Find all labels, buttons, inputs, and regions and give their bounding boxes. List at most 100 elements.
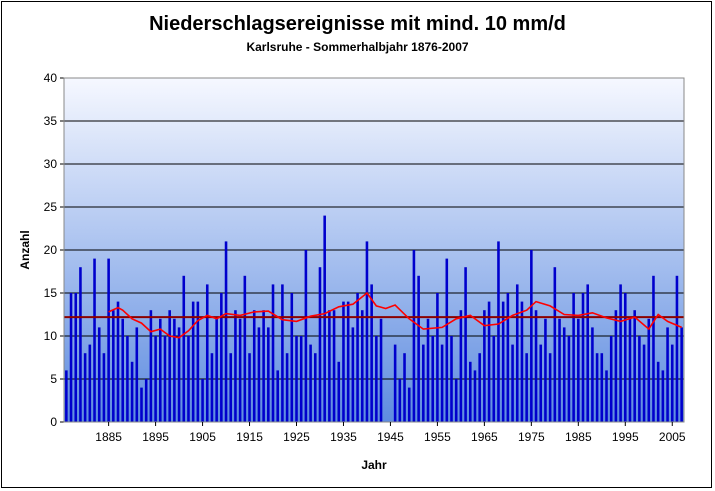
y-tick-label: 25 (44, 200, 58, 214)
bar (675, 275, 679, 422)
bar (173, 318, 176, 422)
bar (534, 310, 538, 422)
bar (450, 336, 453, 422)
bar (276, 370, 279, 422)
bar (285, 353, 289, 422)
bar (459, 310, 463, 422)
bar (600, 353, 604, 422)
bar (93, 258, 96, 422)
bar (605, 370, 608, 422)
bar (215, 318, 218, 422)
bar (69, 293, 73, 422)
bar (431, 336, 434, 422)
x-tick-label: 1895 (142, 430, 169, 444)
bar (506, 293, 510, 422)
bar (501, 301, 505, 422)
bar (393, 344, 397, 422)
y-tick-label: 10 (44, 329, 58, 343)
bar (647, 318, 651, 422)
bar (79, 267, 82, 422)
bar (140, 387, 143, 422)
bar (497, 241, 500, 422)
bar (544, 318, 547, 422)
x-tick-label: 1945 (377, 430, 404, 444)
bar (473, 370, 477, 422)
bar (642, 344, 646, 422)
plot-border (63, 77, 685, 423)
bar (417, 275, 420, 422)
bar (628, 318, 632, 422)
bar (290, 293, 294, 422)
bar (229, 353, 233, 422)
bar (83, 353, 87, 422)
bar (619, 284, 622, 422)
bar (624, 293, 627, 422)
x-tick-label: 2005 (659, 430, 686, 444)
bar (375, 336, 378, 422)
bar (365, 241, 369, 422)
bar (656, 361, 660, 422)
bar (210, 353, 214, 422)
bar (525, 353, 528, 422)
x-tick-label: 1915 (236, 430, 263, 444)
bar (135, 327, 139, 422)
bar (102, 353, 106, 422)
bar (436, 293, 439, 422)
bar (337, 361, 341, 422)
bar (314, 353, 317, 422)
bar (680, 327, 683, 422)
bar (487, 301, 491, 422)
bar (177, 327, 181, 422)
bar (299, 336, 303, 422)
bar (304, 250, 308, 422)
bar (130, 361, 134, 422)
bar (426, 318, 430, 422)
y-tick-label: 40 (44, 71, 58, 85)
bar (553, 267, 557, 422)
bar (112, 310, 115, 422)
bar (633, 310, 636, 422)
bar (234, 310, 237, 422)
bar (187, 336, 190, 422)
bar (154, 336, 157, 422)
bar (398, 379, 402, 422)
bar (548, 353, 552, 422)
bar (271, 284, 275, 422)
bar (567, 336, 571, 422)
bar (323, 215, 326, 422)
y-tick-label: 0 (50, 415, 57, 429)
bar (666, 327, 669, 422)
bar (243, 275, 247, 422)
bar (492, 336, 496, 422)
bar (159, 318, 162, 422)
bar (205, 284, 209, 422)
bar (403, 353, 406, 422)
bar (191, 301, 195, 422)
bar (97, 327, 101, 422)
bar (670, 344, 674, 422)
bar (309, 344, 312, 422)
bar (581, 293, 585, 422)
bar (356, 293, 359, 422)
bar (445, 258, 449, 422)
y-tick-label: 35 (44, 114, 58, 128)
bar (483, 310, 486, 422)
bar (107, 258, 110, 422)
bar (126, 336, 129, 422)
bar (379, 318, 383, 422)
x-tick-label: 1975 (518, 430, 545, 444)
y-axis-label: Anzahl (18, 230, 32, 269)
bar (267, 327, 270, 422)
bar (252, 310, 256, 422)
bar (295, 336, 298, 422)
x-tick-label: 1995 (612, 430, 639, 444)
bar (281, 284, 284, 422)
bar (168, 310, 171, 422)
bar (116, 301, 120, 422)
bar (558, 318, 561, 422)
bar (539, 344, 543, 422)
bar (342, 301, 345, 422)
chart-title: Niederschlagsereignisse mit mind. 10 mm/… (149, 13, 566, 35)
bar (422, 344, 425, 422)
